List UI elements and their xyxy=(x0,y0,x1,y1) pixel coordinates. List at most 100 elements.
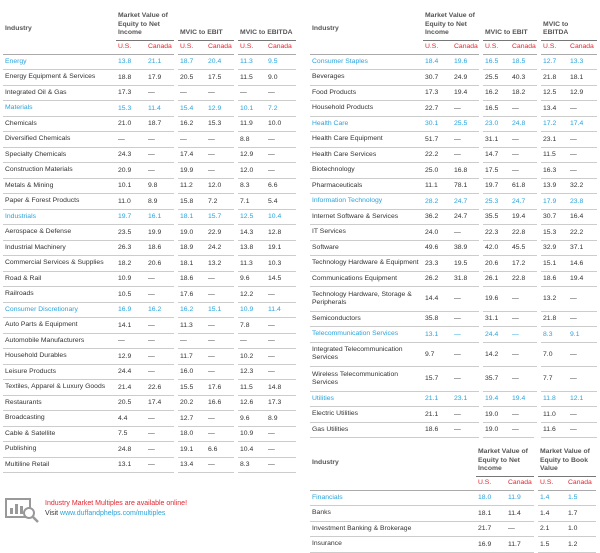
table-row: Health Care Equipment 51.7—31.1—23.1— xyxy=(310,131,598,148)
cell: 12.9 xyxy=(206,100,237,117)
cell: 18.0 xyxy=(174,426,207,442)
cell: 35.7 xyxy=(479,366,511,392)
cell: — xyxy=(266,317,297,334)
cell: 11.7 xyxy=(174,348,207,365)
cell: 15.8 xyxy=(174,193,207,210)
cell: 11.7 xyxy=(506,536,537,553)
cell: 7.2 xyxy=(266,100,297,117)
table-row: Information Technology 28.2 24.7 25.3 24.7 17… xyxy=(310,193,598,210)
cell: 20.2 xyxy=(174,395,207,411)
table-row: Health Care 30.1 25.5 23.0 24.8 17.2 17.4 xyxy=(310,116,598,132)
cell: 30.7 xyxy=(423,69,452,86)
subheader-cell: U.S. xyxy=(174,40,207,55)
cell: 14.5 xyxy=(266,271,297,287)
link[interactable]: www.duffandphelps.com/multiples xyxy=(60,510,166,517)
cell: 25.3 xyxy=(479,193,511,210)
cell: 14.8 xyxy=(266,379,297,396)
cell: — xyxy=(568,311,598,327)
row-label: Leisure Products xyxy=(3,364,116,380)
cell: 24.7 xyxy=(452,209,482,225)
row-label: Automobile Manufacturers xyxy=(3,333,116,349)
cell: 8.3 xyxy=(537,326,569,343)
cell: — xyxy=(206,85,237,101)
row-label: Construction Materials xyxy=(3,162,116,179)
cell: 11.3 xyxy=(174,317,207,334)
subheader-cell: Canada xyxy=(146,40,177,55)
cell: — xyxy=(174,85,207,101)
cell: 16.3 xyxy=(537,162,569,179)
row-label: Food Products xyxy=(310,85,423,101)
note-line: Visit www.duffandphelps.com/multiples xyxy=(45,509,187,519)
cell: — xyxy=(510,131,540,148)
subheader-cell: Canada xyxy=(510,40,540,55)
cell: 18.9 xyxy=(174,240,207,256)
cell: 14.4 xyxy=(423,286,452,312)
cell: 22.8 xyxy=(510,271,540,287)
row-label: Restaurants xyxy=(3,395,116,411)
cell: 12.9 xyxy=(116,348,146,365)
cell: 11.3 xyxy=(234,54,267,70)
cell: 10.9 xyxy=(234,426,267,442)
table-row: Broadcasting 4.4—12.7—9.6 8.9 xyxy=(3,410,297,427)
cell: 8.9 xyxy=(146,193,177,210)
table-row: Wireless Telecommunication Services 15.7—… xyxy=(310,366,598,392)
cell: — xyxy=(452,342,482,367)
cell: — xyxy=(266,131,297,148)
cell: 13.1 xyxy=(116,457,146,473)
cell: 17.5 xyxy=(206,69,237,86)
table-row: Textiles, Apparel & Luxury Goods 21.4 22.6… xyxy=(3,379,297,396)
cell: 20.9 xyxy=(116,162,146,179)
cell: 21.0 xyxy=(116,116,146,132)
cell: 15.1 xyxy=(206,302,237,318)
table-row: Household Durables 12.9—11.7—10.2— xyxy=(3,348,297,365)
row-label: Household Durables xyxy=(3,348,116,365)
row-label: Health Care Equipment xyxy=(310,131,423,148)
cell: — xyxy=(146,271,177,287)
row-label: Energy Equipment & Services xyxy=(3,69,116,86)
cell: — xyxy=(452,366,482,392)
table-row: Utilities 21.1 23.1 19.4 19.4 11.8 12.1 xyxy=(310,391,598,407)
cell: 31.8 xyxy=(452,271,482,287)
row-label: Electric Utilities xyxy=(310,406,423,423)
row-label: Semiconductors xyxy=(310,311,423,327)
cell: 23.3 xyxy=(423,255,452,272)
cell: 24.8 xyxy=(510,116,540,132)
cell: 36.2 xyxy=(423,209,452,225)
cell: 11.5 xyxy=(537,147,569,163)
cell: 15.1 xyxy=(537,255,569,272)
cell: — xyxy=(146,426,177,442)
row-label: Diversified Chemicals xyxy=(3,131,116,148)
subheader-cell: U.S. xyxy=(537,40,569,55)
group-header: Market Value of Equity to Net Income xyxy=(423,4,482,41)
cell: 18.6 xyxy=(146,240,177,256)
row-label: Technology Hardware, Storage & Periphera… xyxy=(310,286,423,312)
cell: 19.1 xyxy=(174,441,207,458)
table-row: Pharmaceuticals 11.1 78.1 19.7 61.8 13.9 32.2 xyxy=(310,178,598,194)
cell: — xyxy=(146,410,177,427)
cell: 17.4 xyxy=(174,147,207,163)
cell: 18.7 xyxy=(146,116,177,132)
cell: 18.1 xyxy=(568,69,598,86)
table-row: Insurance 16.9 11.7 1.5 1.2 xyxy=(310,536,597,553)
cell: 12.9 xyxy=(568,85,598,101)
cell: 21.1 xyxy=(423,406,452,423)
row-label: Industrials xyxy=(3,209,116,225)
cell: 35.5 xyxy=(479,209,511,225)
cell: 21.4 xyxy=(116,379,146,396)
cell: — xyxy=(116,131,146,148)
cell: — xyxy=(146,457,177,473)
row-label: Financials xyxy=(310,490,476,506)
row-label: Broadcasting xyxy=(3,410,116,427)
cell: 11.4 xyxy=(506,505,537,522)
tbody: Consumer Staples 18.4 19.6 16.5 18.5 12.7 13.3… xyxy=(310,54,598,438)
cell: 21.8 xyxy=(537,311,569,327)
cell: 17.2 xyxy=(510,255,540,272)
subheader-cell: U.S. xyxy=(423,40,452,55)
cell: 18.2 xyxy=(116,255,146,272)
group-header: MVIC to EBITDA xyxy=(234,4,297,41)
cell: 18.1 xyxy=(476,505,506,522)
cell: 4.4 xyxy=(116,410,146,427)
table-row: Financials 18.0 11.9 1.4 1.5 xyxy=(310,490,597,506)
row-label: Health Care Services xyxy=(310,147,423,163)
cell: 15.7 xyxy=(423,366,452,392)
